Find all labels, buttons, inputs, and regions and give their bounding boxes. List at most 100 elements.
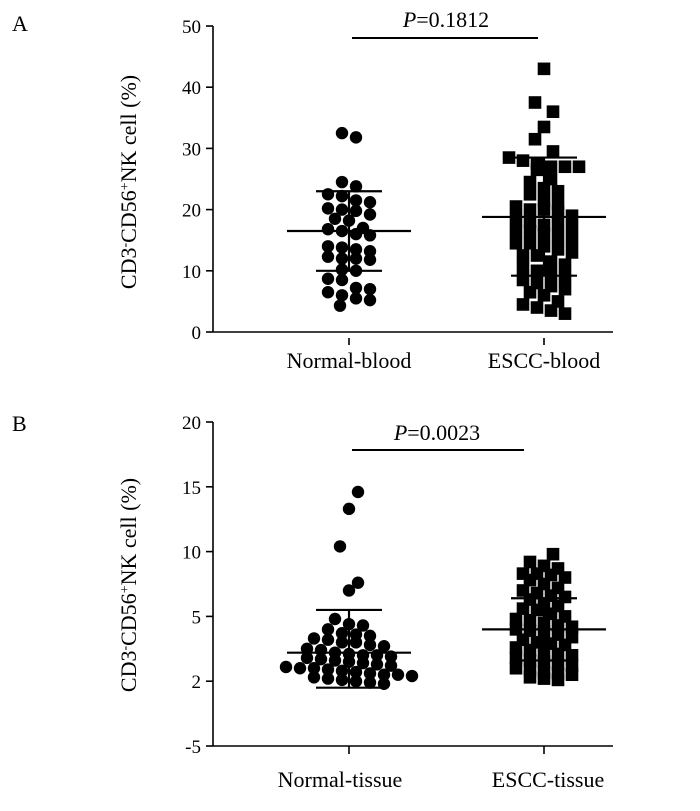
data-point-a-normal-blood bbox=[335, 263, 349, 276]
data-point-a-escc-blood bbox=[528, 132, 542, 146]
data-point-b-normal-tissue bbox=[321, 663, 335, 676]
data-point-a-escc-blood bbox=[523, 215, 537, 229]
data-point-a-escc-blood bbox=[523, 236, 537, 250]
data-point-a-normal-blood bbox=[363, 253, 377, 266]
data-point-a-normal-blood bbox=[349, 243, 363, 256]
y-tick-label-a-3: 30 bbox=[182, 139, 201, 160]
data-point-a-normal-blood bbox=[321, 202, 335, 215]
data-point-b-normal-tissue bbox=[356, 619, 370, 632]
data-point-a-normal-blood bbox=[335, 241, 349, 254]
data-point-a-escc-blood bbox=[530, 264, 544, 278]
data-point-a-normal-blood bbox=[333, 299, 347, 312]
data-point-a-escc-blood bbox=[551, 243, 565, 256]
data-point-a-escc-blood bbox=[544, 255, 558, 268]
data-point-a-normal-blood bbox=[335, 175, 349, 189]
y-ticks-a: 0 10 20 30 40 50 bbox=[182, 17, 213, 344]
y-ticks-b: -5 2 5 10 15 20 bbox=[182, 413, 213, 758]
data-point-b-normal-tissue bbox=[335, 627, 349, 640]
data-point-a-escc-blood bbox=[558, 160, 572, 174]
y-tick-label-b-1: 2 bbox=[192, 672, 202, 693]
data-point-a-escc-blood bbox=[558, 270, 572, 284]
data-point-b-normal-tissue bbox=[356, 649, 370, 662]
data-point-a-normal-blood bbox=[321, 250, 335, 263]
data-point-b-normal-tissue bbox=[377, 668, 391, 681]
data-point-a-normal-blood bbox=[321, 286, 335, 299]
data-point-b-normal-tissue bbox=[391, 668, 405, 681]
y-tick-label-b-5: 20 bbox=[182, 413, 201, 434]
data-point-b-normal-tissue bbox=[328, 612, 342, 626]
data-point-a-normal-blood bbox=[363, 293, 377, 307]
data-point-a-normal-blood bbox=[328, 212, 342, 225]
data-point-b-normal-tissue bbox=[342, 584, 356, 597]
data-point-a-escc-blood bbox=[544, 172, 558, 186]
data-point-a-escc-blood bbox=[516, 154, 530, 167]
category-label-escc-tissue: ESCC-tissue bbox=[492, 767, 604, 792]
data-point-a-escc-blood bbox=[530, 276, 544, 290]
data-point-a-normal-blood bbox=[363, 282, 377, 296]
data-point-b-normal-tissue bbox=[307, 662, 321, 675]
y-axis-label-a: CD3-CD56+NK cell (%) bbox=[116, 75, 141, 289]
data-point-b-escc-tissue bbox=[523, 555, 537, 569]
data-point-a-escc-blood bbox=[502, 151, 516, 164]
data-point-a-escc-blood bbox=[530, 301, 544, 314]
data-point-a-escc-blood bbox=[565, 233, 579, 247]
ylab-a-sup2: + bbox=[118, 182, 133, 190]
summary-bars-a bbox=[287, 156, 606, 277]
p-symbol-a: P bbox=[402, 7, 416, 32]
data-point-a-escc-blood bbox=[551, 230, 565, 244]
y-tick-label-b-2: 5 bbox=[192, 607, 202, 628]
data-point-a-escc-blood bbox=[551, 295, 565, 308]
ylab-a-mid: CD56 bbox=[116, 190, 141, 243]
summary-bars-b bbox=[287, 597, 606, 689]
data-point-b-escc-tissue bbox=[551, 581, 565, 595]
category-label-escc-blood: ESCC-blood bbox=[488, 348, 600, 373]
data-point-a-normal-blood bbox=[335, 189, 349, 203]
data-point-a-normal-blood bbox=[349, 131, 363, 144]
y-tick-label-a-4: 40 bbox=[182, 78, 201, 99]
data-point-a-normal-blood bbox=[321, 240, 335, 253]
data-point-a-escc-blood bbox=[546, 145, 560, 158]
data-point-a-escc-blood bbox=[516, 273, 530, 287]
data-point-b-escc-tissue bbox=[558, 610, 572, 623]
data-point-b-normal-tissue bbox=[349, 675, 363, 688]
points-b bbox=[279, 485, 579, 690]
y-tick-label-b-4: 15 bbox=[182, 478, 201, 499]
data-point-a-escc-blood bbox=[516, 249, 530, 262]
data-point-b-normal-tissue bbox=[279, 660, 293, 674]
data-point-a-escc-blood bbox=[565, 246, 579, 259]
data-point-b-normal-tissue bbox=[351, 576, 365, 589]
p-value-b: P=0.0023 bbox=[393, 420, 480, 445]
y-tick-label-a-2: 20 bbox=[182, 201, 201, 222]
data-point-b-normal-tissue bbox=[335, 664, 349, 678]
data-point-a-escc-blood bbox=[523, 188, 537, 201]
data-point-a-escc-blood bbox=[551, 197, 565, 210]
data-point-b-normal-tissue bbox=[307, 671, 321, 684]
data-point-b-escc-tissue bbox=[551, 562, 565, 575]
data-point-b-escc-tissue bbox=[523, 613, 537, 627]
ylab-b-mid: CD56 bbox=[116, 593, 141, 646]
data-point-a-escc-blood bbox=[523, 203, 537, 216]
data-point-b-normal-tissue bbox=[314, 652, 328, 666]
data-point-a-normal-blood bbox=[363, 196, 377, 209]
data-point-b-normal-tissue bbox=[321, 672, 335, 685]
data-point-a-normal-blood bbox=[321, 188, 335, 201]
data-point-a-escc-blood bbox=[509, 236, 523, 250]
ylab-b-pre: CD3 bbox=[116, 651, 141, 693]
data-point-b-normal-tissue bbox=[333, 540, 347, 553]
data-point-b-normal-tissue bbox=[342, 502, 356, 516]
data-point-a-normal-blood bbox=[349, 281, 363, 295]
ylab-a-pre: CD3 bbox=[116, 248, 141, 290]
data-point-b-escc-tissue bbox=[565, 630, 579, 644]
data-point-b-escc-tissue bbox=[516, 584, 530, 597]
data-point-b-normal-tissue bbox=[384, 659, 398, 672]
data-point-b-normal-tissue bbox=[321, 623, 335, 636]
panel-b: B -5 2 5 10 15 20 Normal-tissue ESCC-tissue P… bbox=[12, 411, 613, 792]
data-point-b-escc-tissue bbox=[516, 567, 530, 580]
y-tick-label-b-3: 10 bbox=[182, 543, 201, 564]
y-tick-label-b-0: -5 bbox=[185, 737, 201, 758]
data-point-b-normal-tissue bbox=[335, 636, 349, 649]
data-point-b-normal-tissue bbox=[377, 640, 391, 653]
data-point-b-escc-tissue bbox=[509, 661, 523, 675]
data-point-a-normal-blood bbox=[356, 221, 370, 235]
